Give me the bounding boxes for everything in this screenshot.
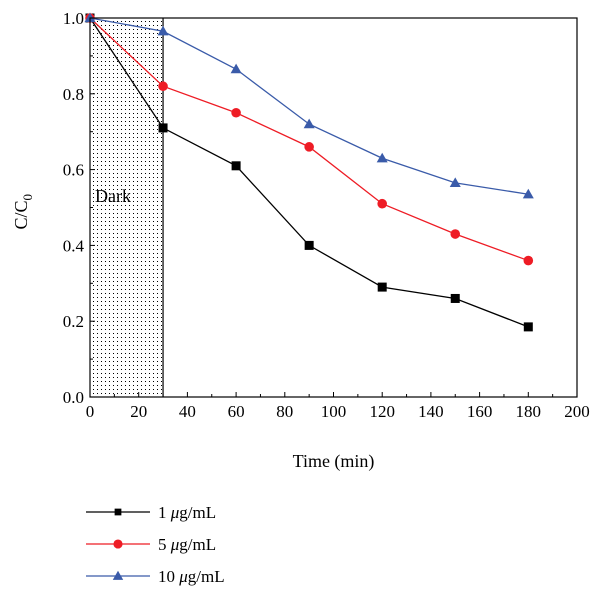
x-tick-label-5: 80 bbox=[276, 402, 293, 421]
legend-marker-1 bbox=[114, 508, 122, 516]
x-tick-label-7: 120 bbox=[369, 402, 395, 421]
legend-label-mu: μ bbox=[170, 503, 180, 522]
legend-label-value: 5 bbox=[158, 535, 171, 554]
series-3-point-6 bbox=[449, 177, 461, 187]
legend-marker-3 bbox=[112, 570, 124, 580]
y-tick-label-6: 1.0 bbox=[63, 9, 84, 28]
series-2-point-3 bbox=[231, 107, 241, 118]
series-2-point-2 bbox=[158, 81, 168, 92]
plot-area: Dark bbox=[84, 12, 534, 397]
x-tick-label-3: 40 bbox=[179, 402, 196, 421]
series-3-point-7 bbox=[522, 188, 534, 199]
legend-label-mu: μ bbox=[178, 567, 188, 586]
y-tick-label-1: 0.0 bbox=[63, 388, 84, 407]
x-axis-title: Time (min) bbox=[293, 451, 375, 472]
series-3-point-1 bbox=[84, 12, 96, 23]
legend-label-mu: μ bbox=[170, 535, 180, 554]
legend-label-3: 10 μg/mL bbox=[158, 567, 225, 586]
legend-marker-2 bbox=[113, 539, 123, 549]
x-tick-label-6: 100 bbox=[321, 402, 347, 421]
x-tick-label-2: 20 bbox=[130, 402, 147, 421]
dark-region-label: Dark bbox=[95, 186, 131, 206]
legend-label-2: 5 μg/mL bbox=[158, 535, 216, 554]
series-1-point-4 bbox=[304, 240, 314, 250]
x-tick-label-4: 60 bbox=[228, 402, 245, 421]
y-axis-title: C/C0 bbox=[11, 194, 35, 230]
axes: 0 20 40 60 80 100 120 140 160 180 200 0.0 0.2 0.4 0.6 0… bbox=[11, 9, 590, 472]
series-1-point-6 bbox=[450, 293, 460, 303]
y-tick-label-2: 0.2 bbox=[63, 312, 84, 331]
legend-label-value: 10 bbox=[158, 567, 179, 586]
legend-label-unit: g/mL bbox=[188, 567, 225, 586]
series-1-point-2 bbox=[158, 123, 168, 133]
series-1-point-5 bbox=[377, 282, 387, 292]
series-2-point-6 bbox=[450, 229, 461, 239]
legend-label-1: 1 μg/mL bbox=[158, 503, 216, 522]
x-tick-label-9: 160 bbox=[467, 402, 493, 421]
series-3-point-2 bbox=[157, 25, 169, 36]
x-tick-label-1: 0 bbox=[86, 402, 95, 421]
dark-region-shading bbox=[90, 18, 164, 397]
series-2-point-4 bbox=[304, 142, 314, 152]
legend-label-unit: g/mL bbox=[179, 535, 216, 554]
y-axis-title-subscript: 0 bbox=[20, 194, 35, 201]
series-3-point-3 bbox=[230, 63, 242, 74]
series-1-point-7 bbox=[523, 322, 533, 332]
x-tick-label-11: 200 bbox=[564, 402, 590, 421]
series-3-point-5 bbox=[376, 152, 388, 163]
x-tick-label-10: 180 bbox=[516, 402, 542, 421]
series-1-point-3 bbox=[231, 161, 241, 171]
y-tick-label-3: 0.4 bbox=[63, 236, 85, 255]
series-3-point-4 bbox=[303, 118, 315, 129]
series-2-point-7 bbox=[523, 255, 534, 266]
series-2-point-5 bbox=[377, 198, 388, 209]
legend-label-value: 1 bbox=[158, 503, 171, 522]
y-tick-label-4: 0.6 bbox=[63, 161, 84, 180]
y-tick-label-5: 0.8 bbox=[63, 85, 84, 104]
legend-label-unit: g/mL bbox=[179, 503, 216, 522]
x-tick-label-8: 140 bbox=[418, 402, 444, 421]
y-axis-title-main: C/C bbox=[11, 200, 31, 229]
